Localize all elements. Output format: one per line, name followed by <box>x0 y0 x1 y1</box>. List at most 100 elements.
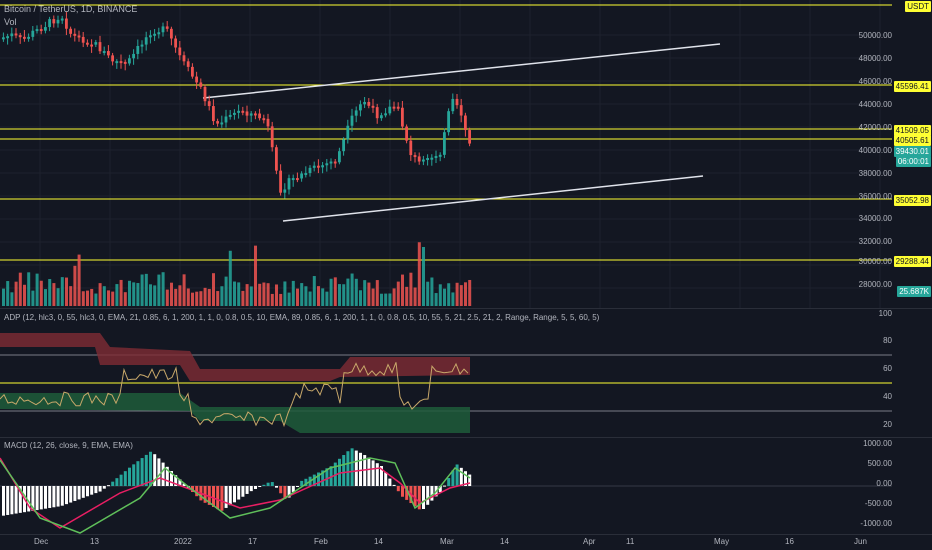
volume-bar <box>396 281 400 306</box>
level-tag-2: 41509.05 <box>893 125 931 136</box>
volume-bar <box>220 286 224 306</box>
candle <box>359 104 362 111</box>
volume-bar <box>354 278 358 306</box>
macd-histogram-bar <box>123 471 127 486</box>
candle <box>367 101 371 106</box>
volume-bar <box>140 274 144 306</box>
level-tag-5: 29288.44 <box>893 256 931 267</box>
volume-bar <box>300 283 304 306</box>
adp-chart[interactable] <box>0 309 932 437</box>
volume-bar <box>371 288 375 306</box>
candle <box>317 165 320 168</box>
macd-pane[interactable]: MACD (12, 26, close, 9, EMA, EMA) 1000.0… <box>0 438 932 534</box>
volume-bar <box>203 287 207 306</box>
volume-bar <box>186 288 190 306</box>
price-tick: 48000.00 <box>858 54 892 63</box>
candle <box>81 36 85 43</box>
macd-tick: -1000.00 <box>860 519 892 528</box>
volume-bar <box>405 286 409 306</box>
macd-histogram-bar <box>10 486 14 515</box>
candle <box>140 44 144 47</box>
adp-tick: 100 <box>878 309 892 318</box>
price-tick: 36000.00 <box>858 192 892 201</box>
level-tag-1: 45596.41 <box>893 81 931 92</box>
candle <box>128 58 131 64</box>
macd-histogram-bar <box>212 486 215 507</box>
volume-bar <box>266 283 270 306</box>
adp-title[interactable]: ADP (12, hlc3, 0, 55, hlc3, 0, EMA, 21, … <box>4 313 600 322</box>
macd-histogram-bar <box>350 448 354 486</box>
macd-histogram-bar <box>39 486 43 510</box>
macd-histogram-bar <box>207 486 211 505</box>
candle <box>434 156 438 159</box>
volume-bar <box>191 292 194 306</box>
time-tick: 17 <box>248 537 257 546</box>
macd-histogram-bar <box>455 464 459 486</box>
macd-histogram-bar <box>296 486 299 487</box>
volume-bar <box>182 274 186 306</box>
symbol-title[interactable]: Bitcoin / TetherUS, 1D, BINANCE <box>4 4 138 14</box>
volume-bar <box>388 293 392 306</box>
price-tick: 32000.00 <box>858 237 892 246</box>
volume-bar <box>115 284 119 306</box>
candle <box>308 167 312 174</box>
price-tick: 42000.00 <box>858 123 892 132</box>
macd-histogram-bar <box>304 478 308 486</box>
trend-line-lower <box>282 175 704 222</box>
macd-histogram-bar <box>128 467 131 486</box>
macd-histogram-bar <box>90 486 94 495</box>
volume-bar <box>144 273 148 306</box>
candle <box>191 66 194 77</box>
macd-histogram-bar <box>367 457 371 486</box>
macd-histogram-bar <box>266 482 270 486</box>
volume-bar <box>128 280 131 306</box>
candle <box>220 122 224 125</box>
candle <box>31 30 35 37</box>
volume-bar <box>291 280 295 306</box>
volume-bar <box>195 291 199 306</box>
macd-chart[interactable] <box>0 438 932 534</box>
volume-bar <box>123 292 127 306</box>
macd-histogram-bar <box>405 486 409 500</box>
volume-bar <box>111 291 115 306</box>
macd-histogram-bar <box>325 468 329 486</box>
level-tag-4: 35052.98 <box>893 195 931 206</box>
price-pane[interactable]: Bitcoin / TetherUS, 1D, BINANCE Vol 5000… <box>0 0 932 308</box>
candle <box>56 19 60 24</box>
candle <box>6 36 9 39</box>
macd-histogram-bar <box>115 478 119 486</box>
volume-bar <box>296 288 299 306</box>
candle <box>409 140 413 156</box>
macd-histogram-bar <box>279 486 283 494</box>
macd-tick: -500.00 <box>864 499 892 508</box>
volume-bar <box>119 279 123 306</box>
price-tick: 44000.00 <box>858 100 892 109</box>
macd-histogram-bar <box>73 486 77 501</box>
adp-pane[interactable]: ADP (12, hlc3, 0, 55, hlc3, 0, EMA, 21, … <box>0 309 932 437</box>
candle <box>174 38 177 48</box>
candle <box>48 19 51 28</box>
macd-histogram-bar <box>237 486 241 500</box>
candle <box>459 105 463 116</box>
volume-bar <box>102 286 106 306</box>
volume-bar <box>56 288 60 306</box>
macd-histogram-bar <box>165 466 169 486</box>
candle <box>132 53 135 59</box>
volume-bar <box>178 285 182 306</box>
time-tick: 2022 <box>174 537 192 546</box>
pane-separator[interactable] <box>0 437 932 438</box>
candle <box>275 147 278 171</box>
pane-separator[interactable] <box>0 308 932 309</box>
candle <box>422 159 425 162</box>
macd-title[interactable]: MACD (12, 26, close, 9, EMA, EMA) <box>4 441 133 450</box>
volume-bar <box>333 277 337 306</box>
macd-histogram-bar <box>228 486 232 506</box>
price-chart[interactable] <box>0 0 932 308</box>
candle <box>342 139 345 152</box>
macd-histogram-bar <box>119 474 123 486</box>
macd-histogram-bar <box>312 474 316 486</box>
macd-histogram-bar <box>52 486 56 508</box>
volume-bar <box>107 290 110 306</box>
volume-bar <box>384 293 388 306</box>
macd-histogram-bar <box>384 472 388 486</box>
